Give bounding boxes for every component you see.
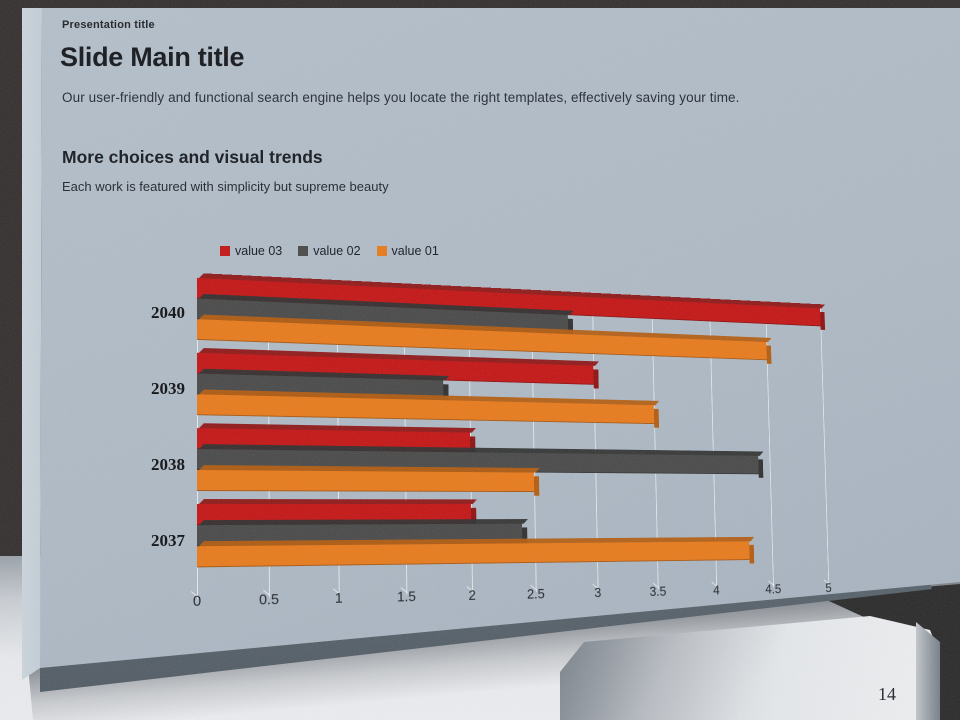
x-tick-label: 2 [468,587,476,604]
category-label: 2039 [151,379,185,398]
gridline [820,308,830,586]
category-label: 2038 [151,455,185,474]
chart-plot [197,277,830,599]
legend-swatch [298,246,309,256]
x-tick-label: 3.5 [649,583,667,600]
section-heading: More choices and visual trends [62,147,323,167]
x-tick-label: 0.5 [258,591,279,609]
bar-value-01-2037 [197,541,750,568]
x-tick-label: 3 [594,585,602,601]
legend-swatch [220,246,230,256]
legend-label: value 03 [235,244,283,258]
chart-legend: value 03 value 02 value 01 [220,244,439,258]
legend-label: value 02 [313,244,361,258]
section-subtitle: Each work is featured with simplicity bu… [62,179,389,194]
x-tick-label: 2.5 [526,586,545,603]
bar-value-01-2039 [197,394,655,425]
x-tick-label: 1 [334,589,343,607]
x-tick-label: 4 [712,582,720,599]
x-tick-label: 5 [825,580,832,596]
slide-subtitle: Our user-friendly and functional search … [62,90,740,105]
page-number: 14 [878,684,896,704]
legend-swatch [376,246,387,256]
bar-chart-3d: 0 0.5 1 1.5 2 2.5 3 3.5 4 4.5 5 [193,277,844,622]
x-tick-label: 0 [192,592,202,610]
category-label: 2037 [151,531,185,550]
x-tick-label: 4.5 [765,581,782,598]
legend-item: value 03 [220,244,282,258]
bar-value-01-2038 [197,469,535,493]
presentation-title: Presentation title [62,19,155,31]
category-label: 2040 [151,303,185,322]
legend-item: value 01 [376,244,439,258]
x-tick-label: 1.5 [396,588,416,606]
legend-item: value 02 [298,244,361,258]
slide-main-title: Slide Main title [60,42,245,72]
legend-label: value 01 [391,244,439,258]
